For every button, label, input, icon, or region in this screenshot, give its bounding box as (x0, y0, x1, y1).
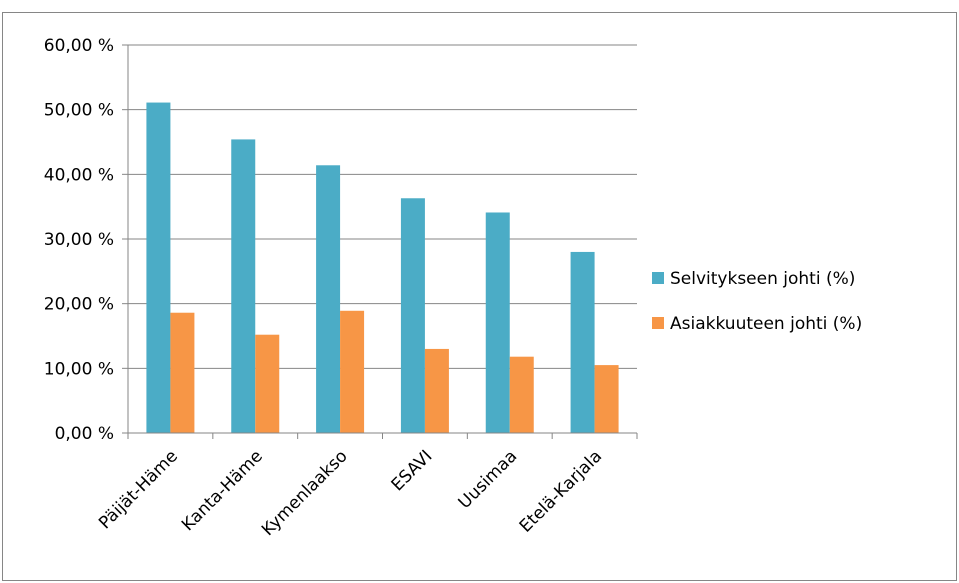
x-tick-label: Kanta-Häme (178, 446, 267, 535)
bars (146, 102, 619, 433)
bar-selvitykseen (146, 102, 171, 433)
y-tick-label: 50,00 % (44, 101, 114, 121)
x-tick-label: Etelä-Karjala (516, 446, 606, 536)
legend-swatch (652, 272, 664, 284)
x-tick-label: Päijät-Häme (95, 446, 182, 533)
bar-selvitykseen (316, 165, 341, 433)
x-tick-label: Uusimaa (455, 446, 522, 513)
bar-asiakkuuteen (509, 356, 534, 433)
bar-asiakkuuteen (594, 365, 619, 433)
x-tick-label: ESAVI (388, 446, 437, 495)
bar-asiakkuuteen (170, 312, 195, 433)
y-tick-label: 60,00 % (44, 36, 114, 56)
legend-label: Asiakkuuteen johti (%) (670, 314, 862, 334)
legend-swatch (652, 317, 664, 329)
legend-label: Selvitykseen johti (%) (670, 269, 855, 289)
legend: Selvitykseen johti (%) Asiakkuuteen johti… (652, 269, 862, 334)
bar-selvitykseen (400, 198, 425, 433)
gridlines (128, 44, 637, 369)
bar-asiakkuuteen (340, 310, 365, 433)
y-tick-label: 40,00 % (44, 165, 114, 185)
y-tick-label: 0,00 % (55, 424, 114, 444)
y-axis: 0,00 % 10,00 % 20,00 % 30,00 % 40,00 % 50,00 … (44, 36, 129, 444)
bar-asiakkuuteen (424, 348, 449, 433)
y-tick-label: 10,00 % (44, 359, 114, 379)
bar-selvitykseen (570, 251, 595, 433)
x-tick-label: Kymenlaakso (258, 446, 352, 540)
y-tick-label: 30,00 % (44, 230, 114, 250)
bar-selvitykseen (485, 212, 510, 433)
y-tick-label: 20,00 % (44, 295, 114, 315)
bar-selvitykseen (231, 139, 256, 433)
bar-asiakkuuteen (255, 334, 280, 433)
